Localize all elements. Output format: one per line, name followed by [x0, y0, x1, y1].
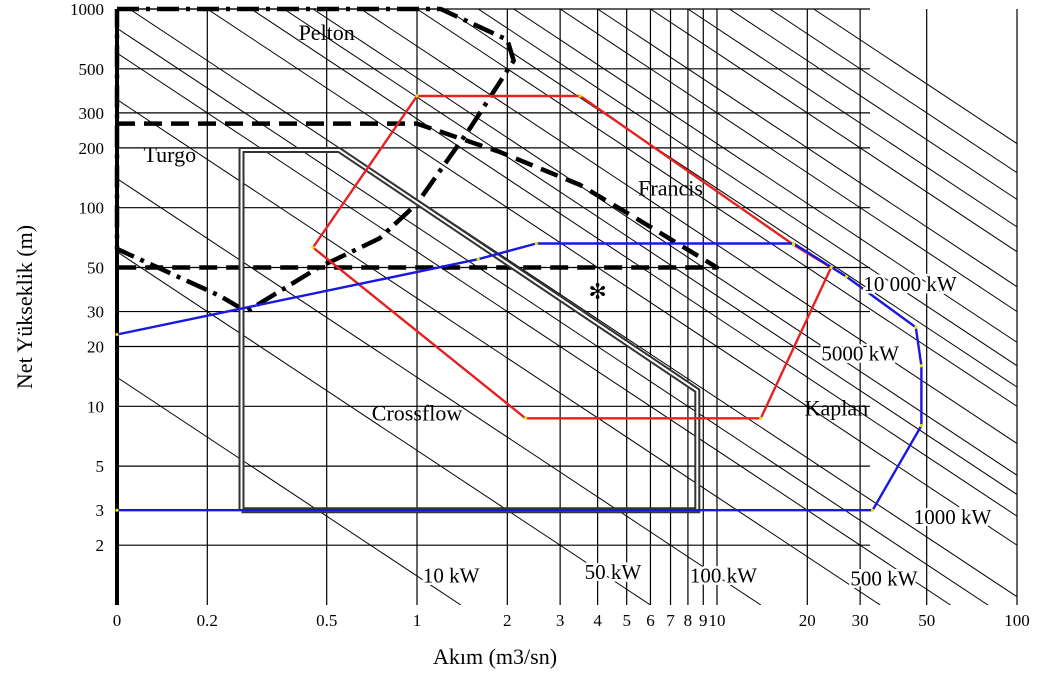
- x-tick-label: 0.2: [197, 611, 218, 630]
- region-label-pelton: Pelton: [299, 20, 355, 45]
- y-tick-label: 2: [96, 536, 105, 555]
- power-line: [117, 27, 989, 605]
- y-tick-label: 20: [87, 338, 104, 357]
- region-label-crossflow: Crossflow: [372, 400, 463, 425]
- region-boundary-crossflow: [238, 147, 701, 514]
- region-boundary-francis: [311, 94, 833, 420]
- power-label: 50 kW: [585, 560, 642, 584]
- power-line: [207, 9, 1017, 546]
- y-tick-label: 3: [96, 501, 105, 520]
- x-tick-label: 1: [413, 611, 422, 630]
- x-tick-label: 7: [666, 611, 675, 630]
- y-axis-title: Net Yükseklik (m): [12, 225, 37, 389]
- power-line: [477, 9, 1017, 367]
- power-line: [250, 9, 1017, 517]
- x-tick-label: 3: [556, 611, 565, 630]
- power-label: 500 kW: [850, 567, 917, 591]
- vertex-marker: [415, 94, 419, 98]
- vertex-marker: [578, 94, 582, 98]
- vertex-marker: [759, 416, 763, 420]
- y-tick-label: 100: [79, 199, 105, 218]
- x-tick-label: 8: [684, 611, 693, 630]
- grid: [115, 8, 1018, 605]
- x-tick-label: 4: [593, 611, 602, 630]
- power-line: [559, 9, 1017, 313]
- power-line: [360, 9, 1017, 445]
- x-axis-title: Akım (m3/sn): [433, 644, 557, 669]
- x-tick-label: 5: [622, 611, 631, 630]
- y-tick-label: 10: [87, 397, 104, 416]
- power-line: [813, 9, 1017, 145]
- power-line: [597, 9, 1017, 288]
- vertex-marker: [476, 257, 480, 261]
- x-tick-label: 10: [709, 611, 726, 630]
- vertex-marker: [919, 423, 923, 428]
- x-tick-label: 0.5: [316, 611, 337, 630]
- power-label: 5000 kW: [821, 342, 899, 366]
- power-line: [117, 98, 881, 605]
- power-line: [312, 9, 1017, 476]
- vertex-marker: [914, 325, 918, 329]
- vertex-marker: [115, 508, 119, 512]
- vertex-marker: [311, 245, 315, 250]
- power-line: [687, 9, 1017, 228]
- power-line: [513, 9, 1017, 343]
- power-line: [769, 9, 1017, 174]
- power-line: [117, 178, 762, 605]
- power-line: [117, 251, 651, 605]
- x-tick-label: 2: [503, 611, 512, 630]
- x-tick-label: 20: [799, 611, 816, 630]
- vertex-marker: [870, 508, 875, 512]
- power-line: [117, 376, 462, 605]
- y-tick-label: 30: [87, 303, 104, 322]
- vertex-marker: [534, 241, 538, 246]
- x-tick-label: 30: [852, 611, 869, 630]
- power-line: [129, 9, 1017, 598]
- vertex-marker: [829, 265, 833, 270]
- vertex-marker: [523, 416, 528, 420]
- x-tick-label: 100: [1004, 611, 1030, 630]
- power-line: [416, 9, 1017, 407]
- y-tick-label: 300: [79, 104, 105, 123]
- y-tick-label: 500: [79, 60, 105, 79]
- vertex-marker: [919, 364, 923, 368]
- y-tick-label: 200: [79, 139, 105, 158]
- power-line: [650, 9, 1017, 253]
- x-tick-label: 50: [918, 611, 935, 630]
- region-boundary-turgo: [117, 121, 720, 270]
- region-boundary-kaplan: [116, 242, 923, 512]
- vertex-marker: [115, 332, 119, 337]
- y-tick-label: 5: [96, 457, 105, 476]
- power-label: 10 kW: [423, 563, 480, 587]
- y-tick-label: 50: [87, 258, 104, 277]
- annotation-star: ✻: [588, 279, 606, 304]
- power-label: 10 000 kW: [863, 272, 957, 296]
- region-label-turgo: Turgo: [144, 142, 197, 167]
- power-label: 1000 kW: [914, 505, 992, 529]
- vertex-marker: [791, 241, 796, 246]
- x-tick-label: 6: [646, 611, 655, 630]
- y-tick-label: 1000: [70, 0, 104, 19]
- region-label-francis: Francis: [638, 176, 703, 201]
- power-line: [283, 9, 1017, 496]
- region-boundary-inner-crossflow: [240, 149, 699, 512]
- x-tick-label: 0: [113, 611, 122, 630]
- power-line: [729, 9, 1017, 201]
- vertex-marker: [844, 274, 849, 279]
- x-tick-label: 9: [699, 611, 708, 630]
- power-label: 100 kW: [690, 563, 757, 587]
- turbine-regions: [114, 6, 923, 514]
- region-label-kaplan: Kaplan: [805, 395, 869, 420]
- power-line: [117, 52, 951, 605]
